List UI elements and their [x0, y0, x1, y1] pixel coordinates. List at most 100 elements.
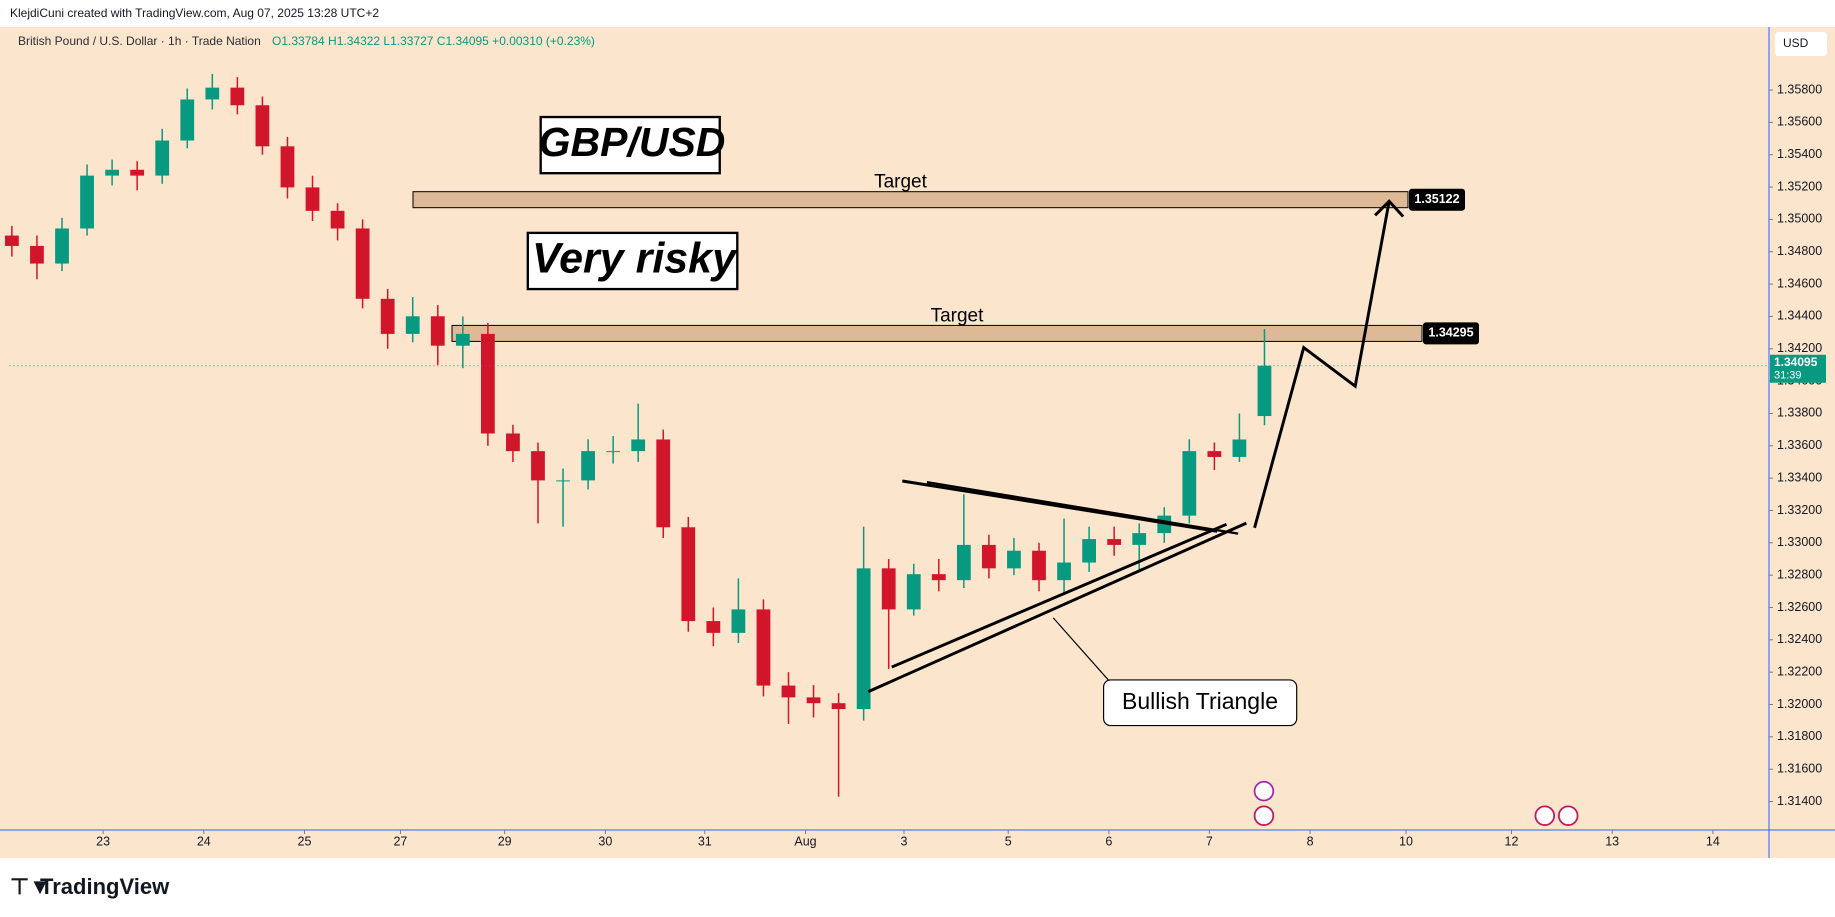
annotation-warning: Very risky — [532, 234, 738, 282]
x-tick-label: 8 — [1307, 834, 1314, 848]
candle-body — [606, 451, 621, 453]
candle-body — [956, 544, 971, 581]
x-tick-label: 23 — [96, 834, 110, 848]
candle-body — [881, 568, 896, 610]
candle-body — [55, 228, 69, 264]
x-tick-label: 30 — [598, 834, 612, 848]
candle-body — [1107, 539, 1122, 545]
candle-body — [506, 433, 520, 452]
x-tick-label: 5 — [1005, 834, 1012, 848]
candle-body — [982, 544, 996, 569]
candle-body — [305, 187, 320, 211]
price-tag-label: 1.34295 — [1428, 326, 1473, 340]
triangle-upper — [926, 481, 1239, 535]
candle-body — [1132, 533, 1147, 545]
y-tick-label: 1.33600 — [1777, 438, 1822, 452]
y-tick-label: 1.35800 — [1777, 82, 1822, 96]
title-box — [539, 115, 721, 175]
price-tag — [1423, 322, 1479, 345]
target-label: Target — [931, 305, 985, 326]
logo-mark: ⊤▼ — [10, 874, 51, 899]
candle-body — [681, 527, 696, 622]
y-tick-label: 1.34200 — [1777, 341, 1822, 355]
candle-body — [1257, 365, 1272, 417]
y-tick-label: 1.33200 — [1777, 503, 1822, 517]
candle-body — [856, 568, 871, 710]
y-tick-label: 1.35200 — [1777, 179, 1822, 193]
callout-box — [1103, 679, 1298, 727]
credit: KlejdiCuni created with TradingView.com,… — [10, 6, 379, 20]
y-tick-label: 1.35600 — [1777, 115, 1822, 129]
triangle-upper — [902, 479, 1218, 533]
candle-body — [831, 703, 846, 710]
y-tick-label: 1.32800 — [1777, 567, 1822, 581]
candle-body — [205, 87, 220, 100]
candle-body — [130, 169, 145, 176]
currency-box[interactable] — [1775, 32, 1827, 56]
x-tick-label: 13 — [1605, 834, 1619, 848]
candle-body — [355, 228, 370, 299]
y-tick-label: 1.32000 — [1777, 697, 1822, 711]
candle-body — [280, 146, 295, 188]
y-tick-label: 1.32600 — [1777, 600, 1822, 614]
candle-body — [1182, 451, 1197, 516]
candle-body — [330, 210, 345, 229]
candle-body — [180, 99, 195, 141]
y-tick-label: 1.33400 — [1777, 470, 1822, 484]
y-tick-label: 1.31800 — [1777, 729, 1822, 743]
y-tick-label: 1.32400 — [1777, 632, 1822, 646]
x-tick-label: 27 — [393, 834, 407, 848]
arrow-head — [1374, 199, 1405, 218]
x-tick-label: 6 — [1105, 834, 1112, 848]
candle-body — [731, 609, 746, 633]
projection-arrow — [1253, 201, 1391, 529]
x-tick-label: 3 — [901, 834, 908, 848]
candle-body — [531, 451, 545, 481]
candle-body — [806, 697, 821, 704]
event-icon[interactable] — [1253, 780, 1275, 802]
candle-body — [656, 439, 671, 528]
last-price-tag — [1770, 354, 1826, 383]
candle-body — [631, 439, 646, 452]
y-tick-label: 1.35000 — [1777, 212, 1822, 226]
candle-body — [5, 235, 19, 246]
candle-body — [405, 316, 420, 334]
candle-body — [105, 169, 119, 176]
candle-body — [1207, 451, 1222, 457]
y-tick-label: 1.32200 — [1777, 664, 1822, 678]
candle-body — [1232, 439, 1247, 457]
candle-body — [581, 451, 595, 481]
x-tick-label: 14 — [1706, 834, 1720, 848]
candle-body — [155, 140, 170, 176]
candle-body — [80, 175, 94, 229]
chart-background — [0, 27, 1835, 858]
y-tick-label: 1.31600 — [1777, 761, 1822, 775]
logo: TradingView — [40, 874, 170, 899]
event-icon[interactable] — [1557, 805, 1579, 826]
x-tick-label: 24 — [197, 834, 211, 848]
y-tick-label: 1.34600 — [1777, 276, 1822, 290]
candle-body — [781, 685, 796, 698]
candle-body — [756, 609, 771, 686]
x-tick-label: Aug — [794, 834, 816, 848]
last-price-label: 1.34095 — [1774, 355, 1818, 369]
event-icon[interactable] — [1253, 805, 1275, 826]
annotation-pattern: Bullish Triangle — [1122, 688, 1278, 714]
triangle-lower — [891, 522, 1228, 669]
candle-body — [1057, 562, 1071, 581]
annotation-title: GBP/USD — [539, 119, 726, 165]
currency[interactable]: USD — [1783, 36, 1809, 50]
target-label: Target — [874, 172, 928, 193]
candle-body — [906, 574, 921, 610]
target-zone — [412, 191, 1409, 209]
x-tick-label: 7 — [1206, 834, 1213, 848]
price-tag — [1409, 188, 1465, 211]
candle-body — [30, 245, 44, 264]
y-tick-label: 1.34800 — [1777, 244, 1822, 258]
drawings — [526, 115, 1579, 826]
countdown: 31:39 — [1774, 370, 1802, 382]
event-icon[interactable] — [1534, 805, 1556, 826]
candle-body — [255, 105, 270, 147]
warning-box — [526, 231, 739, 291]
